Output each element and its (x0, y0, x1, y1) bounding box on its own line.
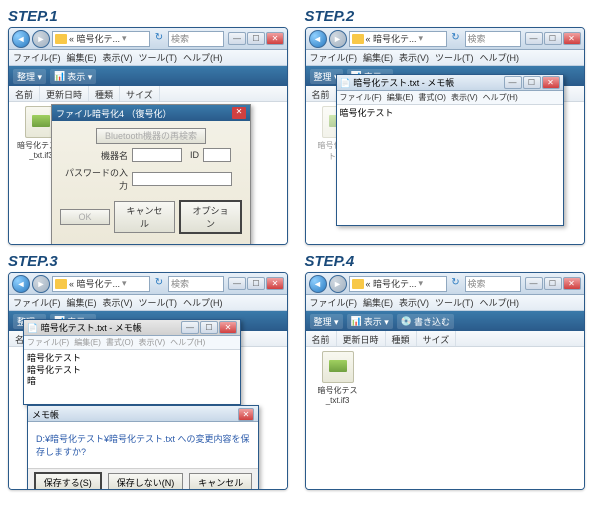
search-input[interactable]: 検索 (168, 31, 224, 47)
views-button[interactable]: 📊 表示 ▾ (50, 69, 96, 84)
notepad-window-3: 📄 暗号化テスト.txt - メモ帳—☐✕ ファイル(F)編集(E)書式(O)表… (23, 319, 241, 405)
toolbar: 整理 ▾ 📊 表示 ▾ (9, 66, 287, 86)
explorer-window-4: ◄►« 暗号化テ...▾↻検索—☐✕ ファイル(F)編集(E)表示(V)ツール(… (305, 272, 585, 490)
write-button[interactable]: 💿 書き込む (397, 314, 454, 329)
min-button[interactable]: — (228, 32, 246, 45)
notepad-textarea[interactable]: 暗号化テスト (337, 105, 563, 225)
address-bar[interactable]: « 暗号化テ...▾ (52, 31, 150, 47)
explorer-window-2: ◄►« 暗号化テ...▾↻検索—☐✕ ファイル(F)編集(E)表示(V)ツール(… (305, 27, 585, 245)
rescan-button: Bluetooth機器の再検索 (96, 128, 206, 144)
msgbox-text: D:¥暗号化テスト¥暗号化テスト.txt への変更内容を保存しますか? (28, 422, 258, 468)
menu-edit[interactable]: 編集(E) (67, 51, 97, 64)
notepad-menubar: ファイル(F)編集(E)書式(O)表示(V)ヘルプ(H) (337, 91, 563, 105)
step-label-3: STEP.3 (8, 253, 293, 270)
decrypt-dialog: ファイル暗号化4 （復号化）✕ Bluetooth機器の再検索 機器名ID パス… (51, 104, 251, 245)
content-area: 暗号化テスト _txt.if3 ファイル暗号化4 （復号化）✕ Bluetoot… (9, 102, 287, 244)
notepad-window: 📄 暗号化テスト.txt - メモ帳—☐✕ ファイル(F)編集(E)書式(O)表… (336, 74, 564, 226)
nosave-button[interactable]: 保存しない(N) (108, 473, 184, 490)
dialog-close-icon[interactable]: ✕ (232, 107, 246, 119)
organize-button[interactable]: 整理 ▾ (13, 69, 46, 84)
dialog-title: ファイル暗号化4 （復号化）✕ (52, 105, 250, 121)
cancel-button[interactable]: キャンセル (189, 473, 252, 490)
file-item[interactable]: 暗号化テス _txt.if3 (310, 351, 366, 405)
step-label-1: STEP.1 (8, 8, 293, 25)
step-label-2: STEP.2 (305, 8, 590, 25)
step-label-4: STEP.4 (305, 253, 590, 270)
ok-button: OK (60, 209, 110, 225)
option-button[interactable]: オプション (179, 200, 242, 234)
save-msgbox: メモ帳✕ D:¥暗号化テスト¥暗号化テスト.txt への変更内容を保存しますか?… (27, 405, 259, 490)
device-select[interactable] (132, 148, 182, 162)
refresh-icon[interactable]: ↻ (152, 32, 166, 46)
menu-file[interactable]: ファイル(F) (13, 51, 61, 64)
menubar: ファイル(F) 編集(E) 表示(V) ツール(T) ヘルプ(H) (9, 50, 287, 66)
column-header: 名前 更新日時 種類 サイズ (9, 86, 287, 102)
close-button[interactable]: ✕ (266, 32, 284, 45)
titlebar: ◄ ► « 暗号化テ...▾ ↻ 検索 —☐✕ (9, 28, 287, 50)
nav-back-icon[interactable]: ◄ (12, 30, 30, 48)
save-button[interactable]: 保存する(S) (34, 472, 102, 490)
folder-icon (55, 34, 67, 44)
notepad-title: 📄 暗号化テスト.txt - メモ帳—☐✕ (337, 75, 563, 91)
password-input[interactable] (132, 172, 232, 186)
menu-view[interactable]: 表示(V) (103, 51, 133, 64)
max-button[interactable]: ☐ (247, 32, 265, 45)
explorer-window-1: ◄ ► « 暗号化テ...▾ ↻ 検索 —☐✕ ファイル(F) 編集(E) 表示… (8, 27, 288, 245)
menu-help[interactable]: ヘルプ(H) (183, 51, 223, 64)
nav-fwd-icon[interactable]: ► (32, 30, 50, 48)
id-select[interactable] (203, 148, 231, 162)
msgbox-title: メモ帳✕ (28, 406, 258, 422)
menu-tool[interactable]: ツール(T) (139, 51, 178, 64)
explorer-window-3: ◄►« 暗号化テ...▾↻検索—☐✕ ファイル(F)編集(E)表示(V)ツール(… (8, 272, 288, 490)
msgbox-close-icon[interactable]: ✕ (238, 408, 254, 421)
cancel-button[interactable]: キャンセル (114, 201, 175, 233)
